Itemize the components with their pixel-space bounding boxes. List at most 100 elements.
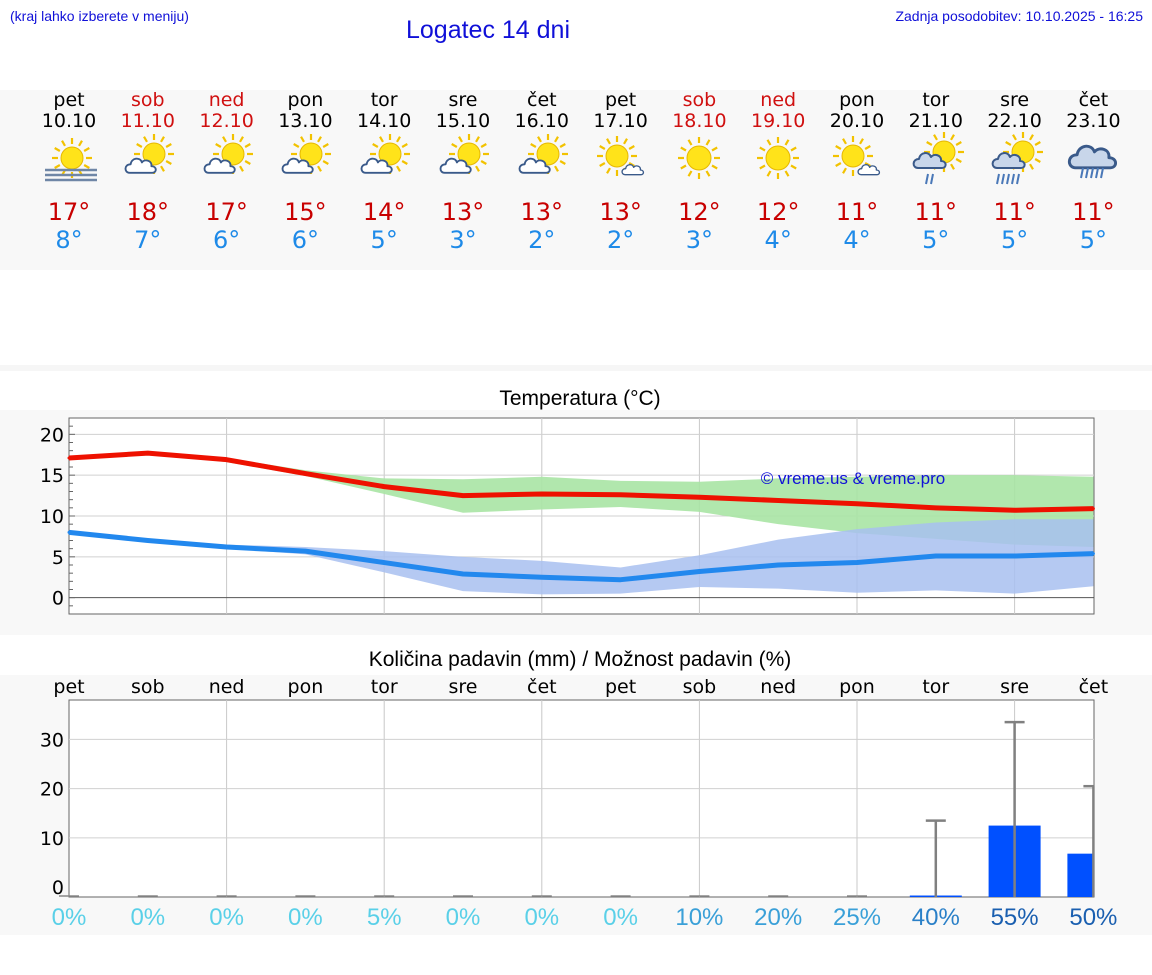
min-temperature-point xyxy=(1013,554,1017,558)
x-category-label: sre xyxy=(1000,676,1029,698)
max-temperature-point xyxy=(697,495,701,499)
day-name: čet xyxy=(527,89,557,111)
max-temperature-point xyxy=(303,472,307,476)
sun-cloud-icon xyxy=(512,132,572,192)
max-temperature-point xyxy=(540,492,544,496)
precipitation-probability: 20% xyxy=(754,904,803,931)
x-category-label: tor xyxy=(371,676,398,698)
precipitation-bar xyxy=(1067,853,1094,897)
sun-icon xyxy=(748,132,808,192)
max-temperature-point xyxy=(67,456,71,460)
y-tick-label: 0 xyxy=(52,588,64,610)
x-category-label: pon xyxy=(839,676,875,698)
y-tick-label: 10 xyxy=(40,506,64,528)
forecast-day: sre 22.10 11° 5° xyxy=(975,90,1055,254)
max-temperature: 11° xyxy=(914,198,958,226)
precipitation-probability: 10% xyxy=(675,904,724,931)
forecast-day: sre 15.10 13° 3° xyxy=(423,89,503,255)
max-temperature: 11° xyxy=(1072,198,1115,226)
forecast-day: pon 13.10 15° 6° xyxy=(265,90,345,255)
day-name: sre xyxy=(1000,89,1030,111)
precipitation-probability: 0% xyxy=(130,904,166,931)
x-category-label: čet xyxy=(1079,676,1109,698)
min-temperature: 6° xyxy=(212,226,241,254)
min-temperature-point xyxy=(146,539,150,542)
x-category-label: tor xyxy=(922,676,949,698)
precipitation-probability: 25% xyxy=(832,904,882,931)
precipitation-probability: 0% xyxy=(288,904,323,931)
separator xyxy=(0,365,1152,371)
min-temperature: 3° xyxy=(449,226,477,254)
forecast-day: tor 21.10 11° 5° xyxy=(896,90,976,254)
temperature-chart-title: Temperatura (°C) xyxy=(499,387,661,410)
x-category-label: pon xyxy=(288,676,324,698)
min-temperature-range xyxy=(69,519,1094,595)
sun-fog-icon xyxy=(39,132,99,192)
max-temperature-point xyxy=(934,506,938,510)
x-category-label: sob xyxy=(131,676,165,698)
x-category-label: sob xyxy=(683,676,717,698)
max-temperature: 18° xyxy=(126,198,170,226)
max-temperature-point xyxy=(619,493,623,497)
cloud-rain-icon xyxy=(1063,132,1123,192)
precipitation-probability: 0% xyxy=(524,904,560,931)
max-temperature-point xyxy=(225,458,229,462)
last-updated: Zadnja posodobitev: 10.10.2025 - 16:25 xyxy=(895,8,1143,24)
sun-cloud-icon xyxy=(197,132,257,192)
day-date: 21.10 xyxy=(908,110,963,132)
max-temperature: 11° xyxy=(993,198,1036,226)
y-tick-label: 0 xyxy=(52,877,64,899)
min-temperature: 5° xyxy=(922,226,950,254)
forecast-day: pon 20.10 11° 4° xyxy=(817,89,897,255)
precipitation-chart-title: Količina padavin (mm) / Možnost padavin … xyxy=(368,648,792,671)
day-name: sre xyxy=(448,89,478,111)
y-tick-label: 30 xyxy=(40,729,64,751)
min-temperature: 2° xyxy=(606,226,635,254)
min-temperature: 3° xyxy=(685,226,714,254)
min-temperature-point xyxy=(1091,552,1095,556)
x-category-label: pet xyxy=(605,676,636,698)
max-temperature: 14° xyxy=(362,198,406,226)
day-name: sob xyxy=(131,89,165,111)
forecast-day: tor 14.10 14° 5° xyxy=(344,89,424,255)
precipitation-probability: 0% xyxy=(209,904,244,931)
max-temperature: 12° xyxy=(678,198,721,226)
day-name: tor xyxy=(370,89,398,111)
sun-cloud-rain-icon xyxy=(906,132,966,192)
y-tick-label: 20 xyxy=(40,424,64,446)
max-temperature: 17° xyxy=(47,198,91,226)
min-temperature-point xyxy=(225,545,229,549)
max-temperature-point xyxy=(1091,507,1095,511)
forecast-days-panel xyxy=(0,90,1152,270)
min-temperature: 5° xyxy=(370,226,398,254)
day-date: 12.10 xyxy=(199,110,254,132)
forecast-day: čet 23.10 11° 5° xyxy=(1053,90,1133,255)
day-date: 10.10 xyxy=(41,110,97,132)
day-name: sob xyxy=(682,89,717,111)
day-date: 22.10 xyxy=(987,110,1042,132)
x-category-label: ned xyxy=(209,676,245,698)
day-date: 11.10 xyxy=(120,110,175,132)
precipitation-probability: 55% xyxy=(990,904,1039,931)
max-temperature: 15° xyxy=(284,198,327,226)
watermark: © vreme.us & vreme.pro xyxy=(761,469,945,488)
forecast-day: sob 18.10 12° 3° xyxy=(659,89,739,255)
sun-cloud-icon xyxy=(275,132,335,192)
y-tick-label: 20 xyxy=(40,779,64,801)
max-temperature: 11° xyxy=(835,198,879,226)
day-name: pon xyxy=(839,89,875,111)
location-hint: (kraj lahko izberete v meniju) xyxy=(10,8,189,24)
forecast-day: čet 16.10 13° 2° xyxy=(502,89,582,255)
min-temperature-point xyxy=(855,561,859,565)
min-temperature-point xyxy=(461,572,465,576)
day-date: 19.10 xyxy=(750,110,806,132)
y-tick-label: 15 xyxy=(40,465,64,487)
forecast-day: ned 12.10 17° 6° xyxy=(187,90,267,255)
y-tick-label: 5 xyxy=(52,547,64,569)
min-temperature: 7° xyxy=(134,226,162,254)
max-temperature-point xyxy=(382,485,386,489)
min-temperature-point xyxy=(619,578,623,582)
precipitation-probability: 40% xyxy=(911,904,960,931)
